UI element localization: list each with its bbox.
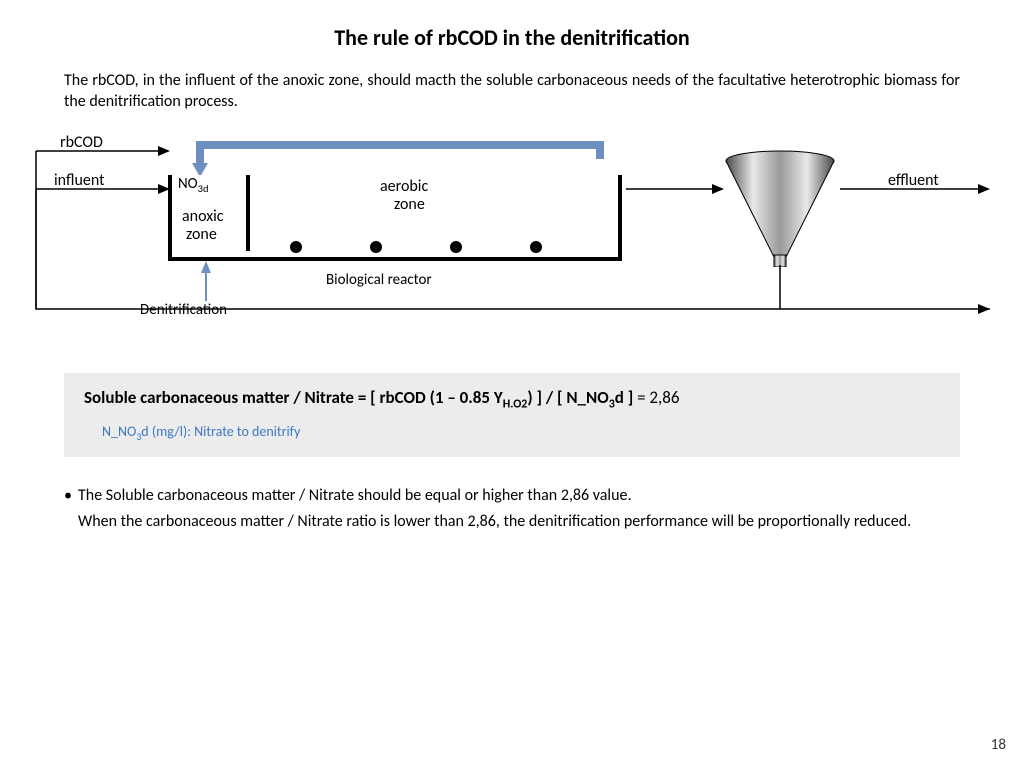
- label-denitrification: Denitrification: [140, 301, 227, 319]
- flow-lines: [0, 133, 1024, 353]
- process-diagram: rbCOD influent NO3d anoxic zone aerobic …: [0, 133, 1024, 353]
- formula-note: N_NO3d (mg/l): Nitrate to denitrify: [84, 411, 940, 443]
- bullet-text: The Soluble carbonaceous matter / Nitrat…: [78, 485, 960, 507]
- page-title: The rule of rbCOD in the denitrification: [0, 0, 1024, 51]
- label-rbcod: rbCOD: [60, 133, 103, 152]
- label-aerobic: aerobic: [380, 177, 428, 196]
- label-influent: influent: [54, 171, 104, 190]
- formula-equation: Soluble carbonaceous matter / Nitrate = …: [84, 387, 940, 411]
- label-effluent: effluent: [888, 171, 939, 190]
- bullet-icon: •: [64, 485, 78, 507]
- bullet-continuation: When the carbonaceous matter / Nitrate r…: [64, 511, 960, 533]
- label-aerobic-zone: zone: [394, 195, 425, 214]
- intro-paragraph: The rbCOD, in the influent of the anoxic…: [0, 51, 1024, 113]
- bullet-list: • The Soluble carbonaceous matter / Nitr…: [0, 457, 1024, 534]
- formula-box: Soluble carbonaceous matter / Nitrate = …: [64, 373, 960, 457]
- page-number: 18: [991, 736, 1006, 754]
- label-anoxic-zone: zone: [186, 225, 217, 244]
- list-item: • The Soluble carbonaceous matter / Nitr…: [64, 485, 960, 507]
- label-no3d: NO3d: [178, 175, 208, 195]
- label-bioreactor: Biological reactor: [326, 271, 432, 289]
- label-anoxic: anoxic: [182, 207, 224, 226]
